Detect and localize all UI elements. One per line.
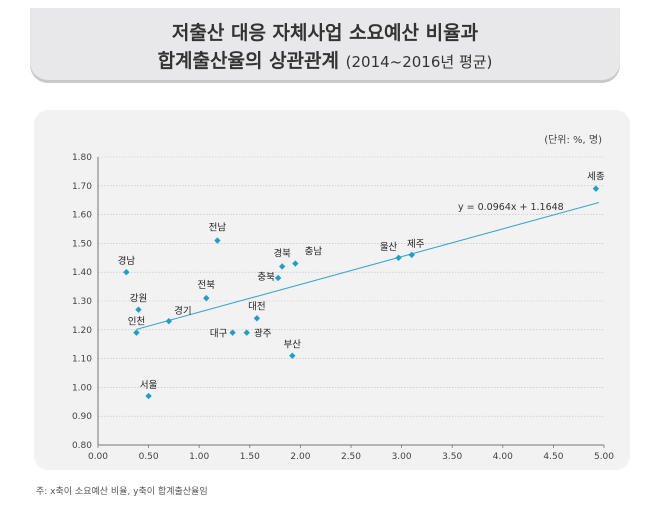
x-tick-label: 0.50 <box>139 452 159 462</box>
point-label: 서울 <box>140 380 158 391</box>
data-point <box>165 317 173 325</box>
point-label: 제주 <box>407 239 425 250</box>
chart-title-main: 합계출산율의 상관관계 <box>157 50 339 72</box>
point-label: 대구 <box>210 329 228 340</box>
y-tick-label: 1.00 <box>72 383 92 393</box>
x-tick-label: 3.50 <box>442 452 462 462</box>
y-tick-label: 1.50 <box>72 239 92 249</box>
point-label: 전남 <box>209 223 227 234</box>
data-point <box>123 269 130 276</box>
x-tick-label: 4.50 <box>543 452 563 462</box>
y-tick-label: 1.60 <box>72 211 92 221</box>
x-tick-label: 5.00 <box>594 452 614 462</box>
data-point <box>253 315 261 322</box>
point-label: 세종 <box>587 172 605 183</box>
point-label: 충북 <box>257 272 275 283</box>
x-tick-label: 0.00 <box>88 452 108 462</box>
data-point <box>274 274 282 282</box>
chart-title-line1: 저출산 대응 자체사업 소요예산 비율과 <box>171 22 479 44</box>
chart-panel <box>34 110 630 470</box>
y-tick-label: 0.80 <box>72 441 92 451</box>
footnote: 주: x축이 소요예산 비율, y축이 합계출산율임 <box>36 487 208 497</box>
x-tick-label: 1.50 <box>240 452 260 462</box>
y-tick-label: 0.90 <box>72 412 92 422</box>
data-point <box>145 392 152 400</box>
point-label: 충남 <box>305 247 323 258</box>
point-label: 울산 <box>380 242 398 253</box>
x-tick-label: 1.00 <box>189 452 209 462</box>
point-label: 강원 <box>130 294 147 305</box>
title-banner: 저출산 대응 자체사업 소요예산 비율과 합계출산율의 상관관계 (2014~2… <box>30 8 620 80</box>
x-tick-label: 4.00 <box>493 452 513 462</box>
data-point <box>135 306 142 313</box>
point-label: 경남 <box>118 255 136 267</box>
data-point <box>229 329 236 336</box>
point-label: 부산 <box>284 340 302 351</box>
x-tick-label: 3.00 <box>392 452 412 462</box>
point-label: 대전 <box>248 301 265 312</box>
y-tick-label: 1.20 <box>72 326 92 336</box>
chart-title-line2: 합계출산율의 상관관계 (2014~2016년 평균) <box>30 46 620 73</box>
point-label: 전북 <box>198 280 216 291</box>
data-point <box>214 237 221 244</box>
point-label: 경기 <box>174 305 191 317</box>
x-tick-label: 2.00 <box>290 452 310 462</box>
data-point <box>243 329 250 336</box>
data-point <box>289 352 296 359</box>
data-point <box>133 329 140 336</box>
point-label: 인천 <box>128 317 145 328</box>
y-tick-label: 1.10 <box>72 355 92 365</box>
unit-label: (단위: %, 명) <box>544 133 602 146</box>
data-point <box>395 254 402 261</box>
x-tick-label: 2.50 <box>341 452 361 462</box>
point-label: 광주 <box>254 328 272 340</box>
trendline-equation: y = 0.0964x + 1.1648 <box>458 202 564 213</box>
chart-title-period: (2014~2016년 평균) <box>345 53 493 71</box>
y-tick-label: 1.80 <box>72 153 92 163</box>
data-point <box>278 263 286 270</box>
data-point <box>292 260 299 267</box>
point-label: 경북 <box>273 247 291 259</box>
y-tick-label: 1.40 <box>72 268 92 278</box>
trendline <box>136 201 600 330</box>
y-tick-label: 1.70 <box>72 182 92 192</box>
y-tick-label: 1.30 <box>72 297 92 307</box>
data-point <box>408 251 415 259</box>
data-point <box>203 294 210 302</box>
data-point <box>592 185 600 192</box>
